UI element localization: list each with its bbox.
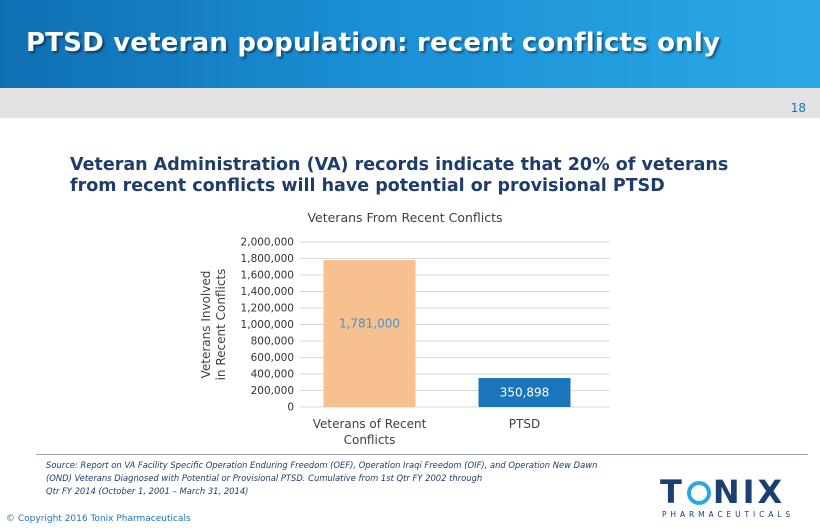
- y-tick-label: 1,200,000: [241, 303, 294, 315]
- x-tick-label: Conflicts: [344, 433, 396, 447]
- y-tick-label: 600,000: [251, 352, 294, 364]
- slide-title: PTSD veteran population: recent conflict…: [26, 28, 721, 58]
- source-note: Source: Report on VA Facility Specific O…: [46, 459, 686, 498]
- y-tick-label: 1,800,000: [241, 253, 294, 265]
- data-label: 1,781,000: [339, 317, 400, 331]
- logo-letters: NIX: [712, 473, 786, 511]
- tonix-logo: T NIX PHARMACEUTICALS: [660, 475, 800, 525]
- copyright-text: © Copyright 2016 Tonix Pharmaceuticals: [6, 514, 191, 524]
- logo-tagline: PHARMACEUTICALS: [662, 510, 795, 519]
- y-tick-label: 1,600,000: [241, 270, 294, 282]
- header-band: [0, 88, 820, 118]
- source-line: Source: Report on VA Facility Specific O…: [46, 460, 598, 470]
- chart-title: Veterans From Recent Conflicts: [307, 210, 502, 225]
- y-axis-label: in Recent Conflicts: [214, 269, 228, 381]
- logo-o-icon: [686, 481, 711, 505]
- y-tick-label: 200,000: [251, 385, 294, 397]
- y-tick-label: 400,000: [251, 369, 294, 381]
- logo-letter: T: [660, 473, 685, 511]
- source-line: Qtr FY 2014 (October 1, 2001 – March 31,…: [46, 486, 249, 496]
- y-tick-label: 800,000: [251, 336, 294, 348]
- y-axis-label: Veterans Involved: [199, 271, 213, 379]
- y-tick-label: 1,000,000: [241, 319, 294, 331]
- y-tick-label: 2,000,000: [241, 237, 294, 249]
- bar: [478, 378, 571, 407]
- source-line: (OND) Veterans Diagnosed with Potential …: [46, 473, 483, 483]
- source-divider: [36, 454, 808, 455]
- page-number: 18: [790, 101, 806, 115]
- y-tick-label: 1,400,000: [241, 286, 294, 298]
- chart-plot: 0 200,000 400,000 600,000 800,000 1,000,000 1,…: [199, 210, 610, 447]
- title-banner: PTSD veteran population: recent conflict…: [0, 0, 820, 88]
- data-label: 350,898: [500, 386, 550, 400]
- x-tick-label: PTSD: [509, 417, 540, 431]
- logo-wordmark: T NIX: [660, 475, 785, 509]
- bar: [323, 260, 416, 407]
- x-tick-label: Veterans of Recent: [313, 417, 427, 431]
- y-tick-label: 0: [287, 402, 294, 414]
- headline: Veteran Administration (VA) records indi…: [70, 155, 729, 196]
